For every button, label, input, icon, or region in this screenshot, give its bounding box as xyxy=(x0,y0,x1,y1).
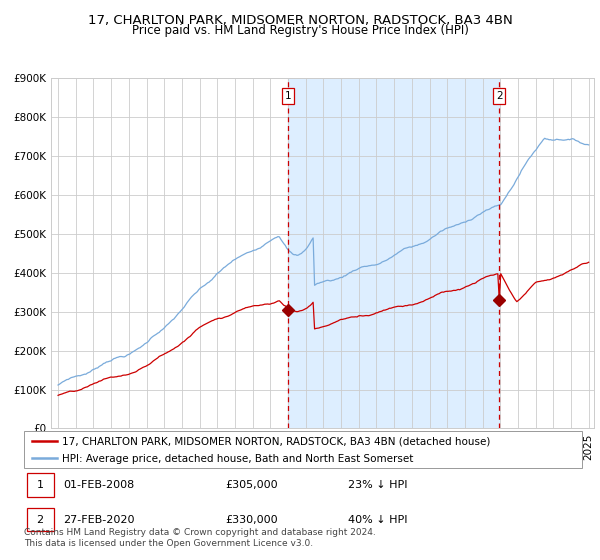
Bar xyxy=(288,78,499,428)
Text: 17, CHARLTON PARK, MIDSOMER NORTON, RADSTOCK, BA3 4BN (detached house): 17, CHARLTON PARK, MIDSOMER NORTON, RADS… xyxy=(62,437,490,447)
Text: 27-FEB-2020: 27-FEB-2020 xyxy=(63,515,134,525)
Text: 2: 2 xyxy=(496,91,503,101)
Text: 17, CHARLTON PARK, MIDSOMER NORTON, RADSTOCK, BA3 4BN: 17, CHARLTON PARK, MIDSOMER NORTON, RADS… xyxy=(88,14,512,27)
FancyBboxPatch shape xyxy=(24,431,582,468)
Text: Contains HM Land Registry data © Crown copyright and database right 2024.
This d: Contains HM Land Registry data © Crown c… xyxy=(24,528,376,548)
Text: 40% ↓ HPI: 40% ↓ HPI xyxy=(347,515,407,525)
Text: 1: 1 xyxy=(37,480,44,490)
FancyBboxPatch shape xyxy=(27,473,53,497)
Text: 01-FEB-2008: 01-FEB-2008 xyxy=(63,480,134,490)
Text: 23% ↓ HPI: 23% ↓ HPI xyxy=(347,480,407,490)
Text: HPI: Average price, detached house, Bath and North East Somerset: HPI: Average price, detached house, Bath… xyxy=(62,454,413,464)
Text: Price paid vs. HM Land Registry's House Price Index (HPI): Price paid vs. HM Land Registry's House … xyxy=(131,24,469,37)
Text: 1: 1 xyxy=(285,91,292,101)
Text: 2: 2 xyxy=(37,515,44,525)
Text: £330,000: £330,000 xyxy=(225,515,278,525)
FancyBboxPatch shape xyxy=(27,508,53,531)
Text: £305,000: £305,000 xyxy=(225,480,278,490)
